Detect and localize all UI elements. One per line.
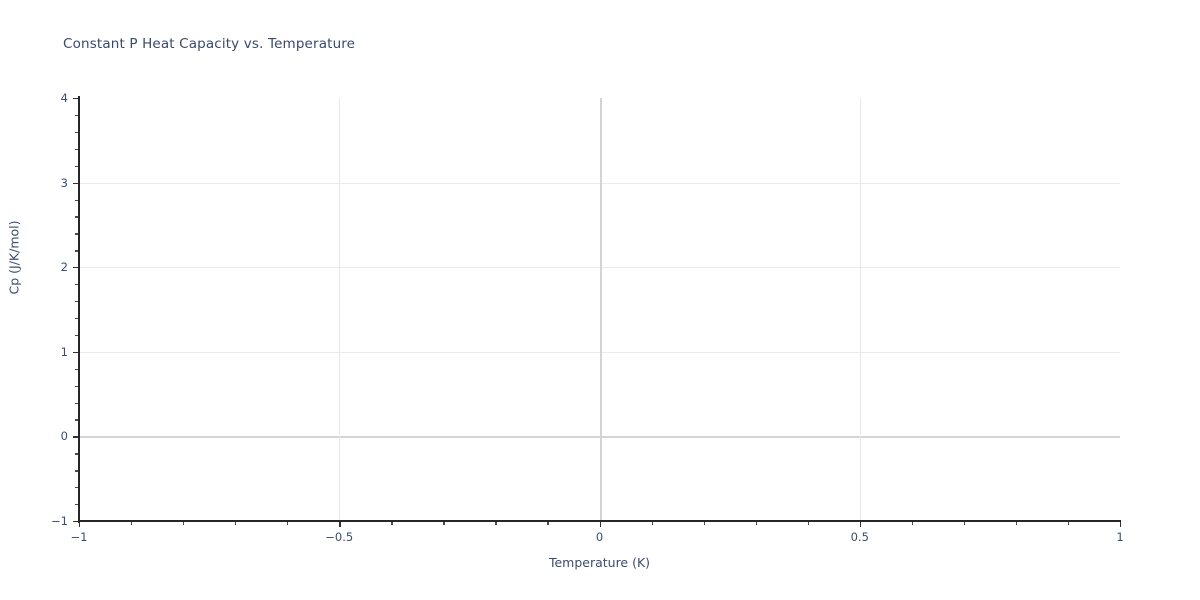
y-tick-minor <box>75 250 78 252</box>
y-tick-label-1: 1 <box>60 344 68 359</box>
x-tick-minor <box>547 522 549 525</box>
x-axis-label: Temperature (K) <box>0 555 1200 570</box>
page-title: Constant P Heat Capacity vs. Temperature <box>63 36 356 52</box>
x-tick-label-0: 0 <box>595 530 604 544</box>
y-tick-label-3: 3 <box>60 175 68 190</box>
y-tick-minor <box>75 385 78 387</box>
x-tick-minor <box>755 522 757 525</box>
x-axis-label-text: Temperature (K) <box>548 555 651 570</box>
y-tick-minor <box>75 317 78 320</box>
y-tick-minor <box>75 368 78 371</box>
x-tick-major-0.5 <box>859 522 862 527</box>
y-tick-major-minus-1 <box>73 521 78 523</box>
y-tick-major-3 <box>73 182 78 184</box>
x-tick-minor <box>183 522 185 525</box>
x-tick-minor <box>235 522 237 525</box>
y-tick-minor <box>75 419 78 421</box>
y-tick-major-1 <box>73 351 78 354</box>
y-tick-minor <box>75 165 78 167</box>
gridline-x-0 <box>599 98 602 521</box>
y-tick-major-2 <box>73 267 78 269</box>
x-tick-minor <box>963 522 966 525</box>
gridline-x-minus-0.5 <box>339 98 341 521</box>
y-tick-minor <box>75 216 78 218</box>
x-tick-major-0 <box>599 522 601 527</box>
x-tick-minor <box>703 522 705 525</box>
x-tick-minor <box>287 522 289 525</box>
y-tick-minor <box>75 284 78 286</box>
y-tick-major-0 <box>73 436 78 438</box>
y-tick-minor <box>75 301 78 303</box>
x-tick-major-minus-1 <box>79 522 81 527</box>
y-tick-label-2: 2 <box>60 260 68 275</box>
x-tick-label-1: 1 <box>1116 530 1124 544</box>
x-tick-minor <box>651 522 653 525</box>
y-tick-minor <box>75 487 78 489</box>
x-tick-minor <box>443 522 445 525</box>
y-tick-minor <box>75 233 78 235</box>
y-tick-minor <box>75 148 78 151</box>
y-tick-label-minus-1: −1 <box>51 514 68 528</box>
y-tick-minor <box>75 470 78 472</box>
x-axis-spine <box>78 520 1121 522</box>
x-tick-minor <box>911 522 914 525</box>
y-axis-label: Cp (J/K/mol) <box>6 220 22 295</box>
x-tick-minor <box>1015 522 1018 525</box>
x-tick-minor <box>391 522 393 525</box>
y-tick-minor <box>75 114 78 117</box>
plot-area <box>79 98 1120 521</box>
y-tick-minor <box>75 402 78 404</box>
y-tick-minor <box>75 199 78 201</box>
y-tick-minor <box>75 504 78 506</box>
y-tick-minor <box>75 334 78 337</box>
x-tick-minor <box>807 522 809 525</box>
y-axis-spine <box>78 96 80 523</box>
x-tick-minor <box>495 522 497 525</box>
x-tick-minor <box>1067 522 1070 525</box>
y-tick-label-0: 0 <box>60 429 68 444</box>
x-tick-label-minus-0.5: −0.5 <box>325 530 354 544</box>
x-tick-minor <box>131 522 133 525</box>
x-tick-label-0.5: 0.5 <box>850 530 869 544</box>
x-tick-major-minus-0.5 <box>339 522 341 527</box>
y-tick-label-4: 4 <box>60 91 68 105</box>
gridline-x-0.5 <box>859 98 861 521</box>
y-tick-major-4 <box>73 98 78 100</box>
y-tick-minor <box>75 131 78 134</box>
x-tick-major-1 <box>1120 522 1122 527</box>
x-tick-label-minus-1: −1 <box>70 530 88 544</box>
y-tick-minor <box>75 453 78 455</box>
